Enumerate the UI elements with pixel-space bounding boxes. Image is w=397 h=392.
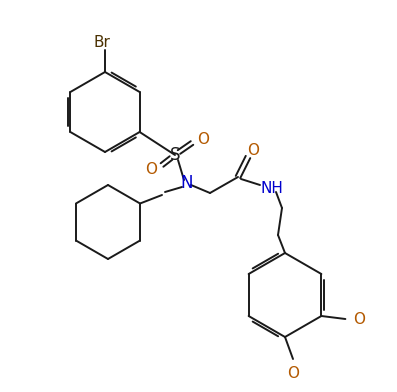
Text: N: N	[181, 174, 193, 192]
Text: O: O	[287, 365, 299, 381]
Text: S: S	[170, 146, 180, 164]
Text: Br: Br	[94, 34, 110, 49]
Text: NH: NH	[260, 180, 283, 196]
Text: O: O	[353, 312, 365, 327]
Text: O: O	[145, 162, 157, 176]
Text: O: O	[247, 143, 259, 158]
Text: O: O	[197, 131, 209, 147]
